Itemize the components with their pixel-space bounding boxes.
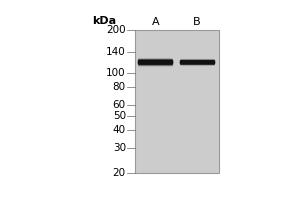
Bar	[180, 63, 214, 64]
Text: 40: 40	[113, 125, 126, 135]
Bar	[180, 62, 214, 63]
Bar	[139, 65, 172, 66]
Bar	[180, 62, 214, 63]
Text: 100: 100	[106, 68, 126, 78]
Bar	[139, 59, 172, 60]
Bar	[139, 60, 172, 61]
Bar	[180, 61, 214, 62]
Bar	[139, 63, 172, 64]
Bar	[180, 64, 214, 65]
Bar	[180, 59, 214, 60]
Bar	[139, 59, 172, 60]
Text: 80: 80	[113, 82, 126, 92]
Text: A: A	[152, 17, 159, 27]
Bar	[139, 65, 172, 66]
Bar	[139, 62, 172, 63]
Bar	[139, 64, 172, 65]
Bar	[139, 61, 172, 62]
Bar	[135, 30, 219, 173]
Text: 50: 50	[113, 111, 126, 121]
Bar	[180, 63, 214, 64]
Bar	[180, 61, 214, 62]
Text: 20: 20	[113, 168, 126, 178]
Text: 200: 200	[106, 25, 126, 35]
Bar	[180, 59, 214, 60]
Bar	[139, 61, 172, 62]
Text: 60: 60	[113, 100, 126, 110]
Bar	[139, 62, 172, 63]
Bar	[180, 64, 214, 65]
Text: 140: 140	[106, 47, 126, 57]
Text: kDa: kDa	[92, 16, 117, 26]
Bar	[180, 60, 214, 61]
Bar	[139, 60, 172, 61]
Bar	[139, 58, 172, 59]
Bar	[180, 60, 214, 61]
Text: B: B	[193, 17, 201, 27]
Text: 30: 30	[113, 143, 126, 153]
Bar	[139, 64, 172, 65]
